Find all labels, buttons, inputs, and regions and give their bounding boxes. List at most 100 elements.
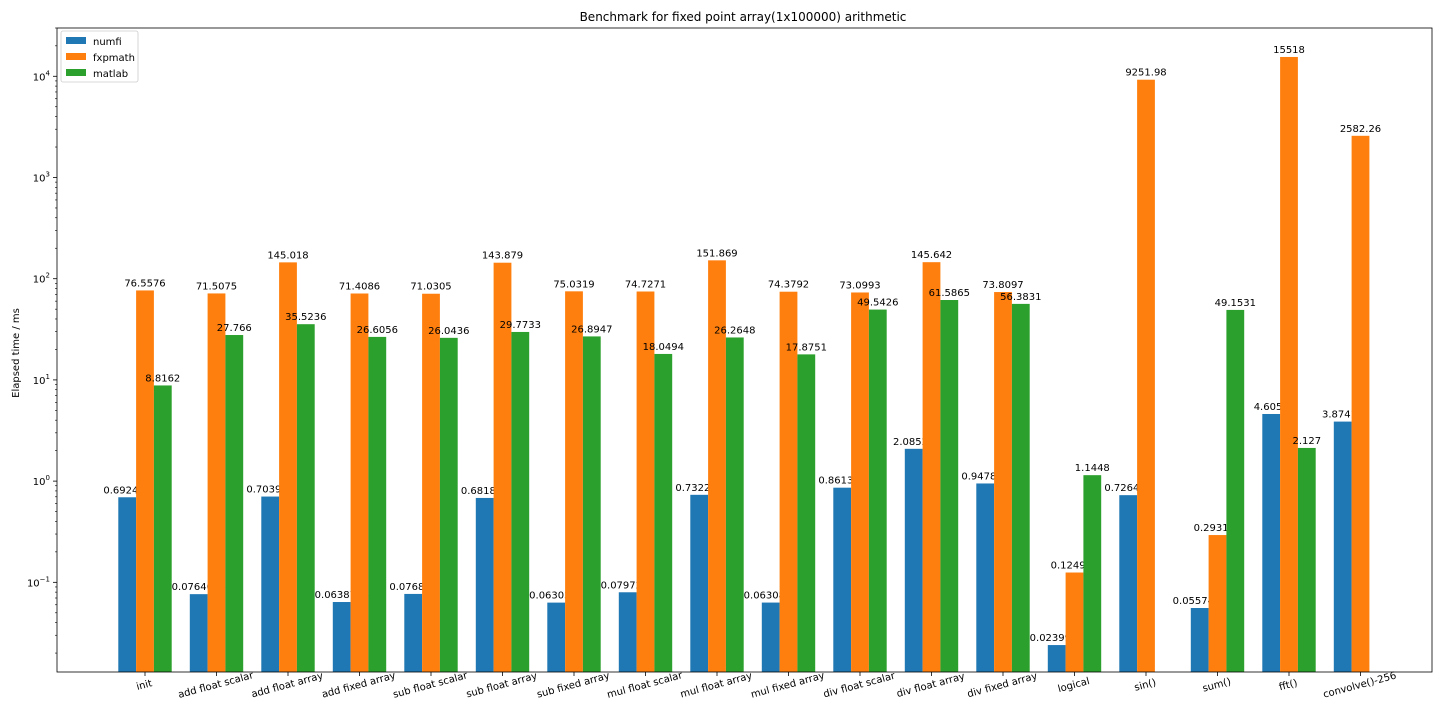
legend-label-matlab: matlab bbox=[93, 69, 128, 80]
value-label-fxpmath-11: 145.642 bbox=[911, 250, 952, 261]
value-label-fxpmath-6: 75.0319 bbox=[553, 279, 594, 290]
value-label-fxpmath-5: 143.879 bbox=[482, 251, 523, 262]
value-label-numfi-16: 4.6051 bbox=[1254, 402, 1289, 413]
bar-numfi-6 bbox=[547, 602, 566, 672]
legend-swatch-matlab bbox=[66, 69, 86, 76]
value-label-numfi-13: 0.0239975 bbox=[1030, 633, 1084, 644]
bar-matlab-12 bbox=[1011, 303, 1030, 672]
y-axis-label: Elapsed time / ms bbox=[11, 308, 22, 398]
bar-matlab-16 bbox=[1297, 447, 1316, 672]
value-label-matlab-9: 17.8751 bbox=[786, 342, 827, 353]
value-label-numfi-8: 0.732213 bbox=[675, 483, 723, 494]
bar-matlab-6 bbox=[582, 336, 601, 672]
bar-numfi-15 bbox=[1190, 608, 1209, 672]
value-label-matlab-5: 29.7733 bbox=[500, 320, 541, 331]
value-label-matlab-2: 35.5236 bbox=[285, 312, 326, 323]
value-label-fxpmath-7: 74.7271 bbox=[625, 280, 666, 291]
value-label-matlab-16: 2.127 bbox=[1292, 436, 1321, 447]
value-label-fxpmath-8: 151.869 bbox=[696, 248, 737, 259]
legend-label-fxpmath: fxpmath bbox=[93, 53, 135, 64]
value-label-matlab-0: 8.8162 bbox=[145, 373, 180, 384]
bar-numfi-0 bbox=[118, 497, 137, 672]
y-tick-label-2: 101 bbox=[33, 373, 50, 387]
bar-fxpmath-7 bbox=[636, 291, 655, 672]
value-label-numfi-7: 0.0797259 bbox=[601, 580, 655, 591]
value-label-numfi-6: 0.0630366 bbox=[529, 591, 583, 602]
bar-numfi-7 bbox=[618, 592, 637, 672]
value-label-numfi-0: 0.692497 bbox=[103, 485, 151, 496]
legend-swatch-numfi bbox=[66, 37, 86, 44]
value-label-fxpmath-2: 145.018 bbox=[267, 250, 308, 261]
bar-matlab-15 bbox=[1226, 309, 1245, 672]
value-label-numfi-10: 0.861366 bbox=[818, 476, 866, 487]
value-label-fxpmath-9: 74.3792 bbox=[768, 280, 809, 291]
bar-fxpmath-10 bbox=[851, 292, 869, 672]
bar-matlab-11 bbox=[940, 300, 959, 672]
value-label-numfi-2: 0.703977 bbox=[246, 485, 294, 496]
bar-fxpmath-14 bbox=[1137, 79, 1155, 672]
y-tick-label-4: 103 bbox=[33, 170, 50, 184]
legend-label-numfi: numfi bbox=[93, 37, 122, 48]
value-label-numfi-3: 0.0638786 bbox=[315, 590, 369, 601]
bar-numfi-5 bbox=[475, 497, 494, 672]
legend: numfi fxpmath matlab bbox=[60, 30, 139, 83]
legend-swatch-fxpmath bbox=[66, 53, 86, 60]
value-label-fxpmath-1: 71.5075 bbox=[196, 281, 237, 292]
bar-fxpmath-2 bbox=[279, 262, 297, 672]
bar-matlab-4 bbox=[439, 337, 458, 672]
value-label-fxpmath-12: 73.8097 bbox=[982, 280, 1023, 291]
bar-fxpmath-4 bbox=[422, 293, 440, 672]
bar-numfi-17 bbox=[1333, 421, 1352, 672]
bar-fxpmath-11 bbox=[922, 262, 941, 672]
bar-fxpmath-9 bbox=[779, 291, 798, 672]
x-tick-label-16: fft() bbox=[1278, 678, 1299, 693]
value-label-matlab-15: 49.1531 bbox=[1215, 298, 1256, 309]
value-label-fxpmath-13: 0.124991 bbox=[1051, 561, 1099, 572]
bar-numfi-3 bbox=[332, 602, 351, 672]
value-label-matlab-7: 18.0494 bbox=[643, 342, 684, 353]
bar-fxpmath-15 bbox=[1208, 535, 1227, 672]
value-label-fxpmath-16: 15518 bbox=[1273, 45, 1305, 56]
bar-matlab-9 bbox=[797, 354, 816, 672]
bar-numfi-2 bbox=[261, 496, 280, 672]
value-label-numfi-11: 2.08529 bbox=[893, 437, 934, 448]
bar-fxpmath-13 bbox=[1065, 572, 1084, 672]
value-label-matlab-1: 27.766 bbox=[217, 323, 252, 334]
value-label-matlab-4: 26.0436 bbox=[428, 326, 469, 337]
bar-matlab-0 bbox=[153, 385, 172, 672]
y-tick-label-5: 104 bbox=[33, 69, 51, 83]
bar-matlab-10 bbox=[868, 309, 887, 672]
bar-numfi-9 bbox=[761, 602, 780, 672]
value-label-numfi-1: 0.0764066 bbox=[172, 582, 226, 593]
value-label-numfi-9: 0.0630887 bbox=[744, 591, 798, 602]
value-label-numfi-5: 0.681806 bbox=[461, 486, 509, 497]
axes-frame bbox=[56, 27, 1433, 673]
bar-numfi-10 bbox=[833, 487, 852, 672]
bar-fxpmath-6 bbox=[565, 291, 583, 672]
value-label-fxpmath-0: 76.5576 bbox=[124, 278, 165, 289]
value-label-numfi-4: 0.076801 bbox=[389, 582, 437, 593]
value-label-numfi-17: 3.87413 bbox=[1322, 410, 1363, 421]
value-label-fxpmath-14: 9251.98 bbox=[1125, 68, 1166, 79]
bar-matlab-3 bbox=[368, 336, 387, 672]
value-label-fxpmath-10: 73.0993 bbox=[839, 280, 880, 291]
value-label-numfi-12: 0.947871 bbox=[961, 471, 1009, 482]
y-tick-label-0: 10−1 bbox=[27, 575, 50, 589]
bar-fxpmath-16 bbox=[1280, 56, 1298, 673]
value-label-numfi-15: 0.0557439 bbox=[1173, 596, 1227, 607]
bar-matlab-8 bbox=[725, 337, 744, 672]
value-label-matlab-6: 26.8947 bbox=[571, 324, 612, 335]
bar-numfi-12 bbox=[976, 483, 995, 672]
bar-numfi-13 bbox=[1047, 645, 1066, 672]
bar-fxpmath-8 bbox=[708, 260, 726, 672]
bar-fxpmath-17 bbox=[1351, 135, 1370, 673]
bar-fxpmath-1 bbox=[207, 293, 226, 672]
bar-numfi-4 bbox=[404, 593, 423, 672]
y-tick-label-1: 100 bbox=[33, 474, 50, 488]
bar-matlab-5 bbox=[511, 331, 530, 672]
bar-fxpmath-12 bbox=[994, 292, 1012, 672]
x-tick-label-0: init bbox=[135, 678, 153, 693]
value-label-matlab-8: 26.2648 bbox=[714, 325, 755, 336]
bar-matlab-2 bbox=[296, 324, 315, 672]
value-label-numfi-14: 0.726463 bbox=[1104, 483, 1152, 494]
